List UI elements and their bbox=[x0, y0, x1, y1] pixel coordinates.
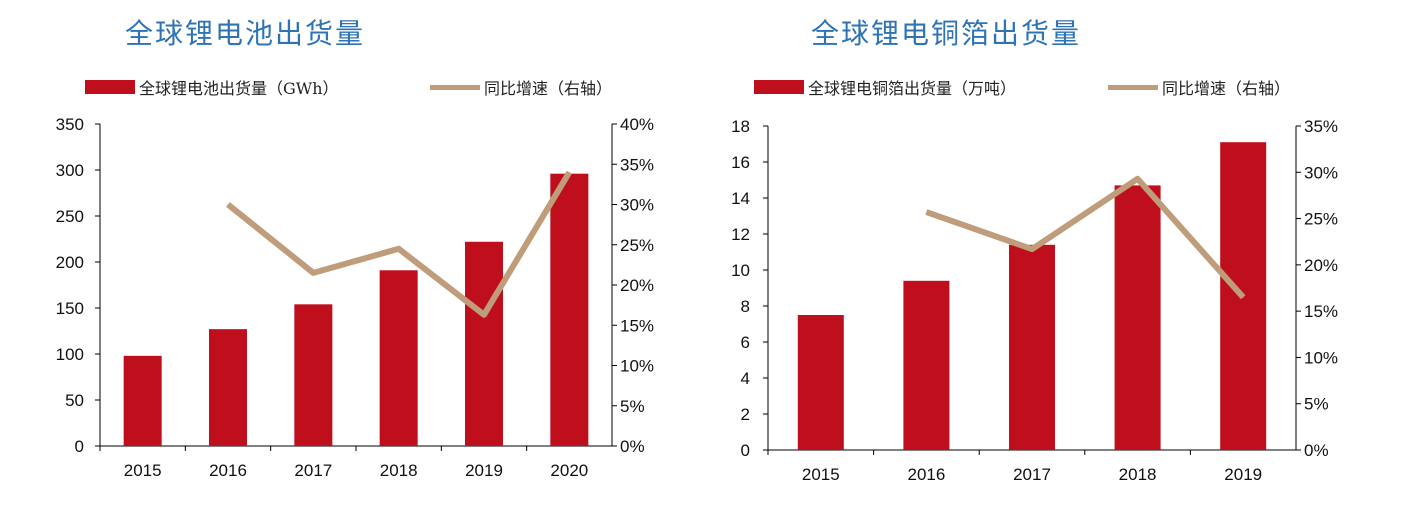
y-tick-label-left: 350 bbox=[56, 115, 84, 134]
y-tick-label-left: 14 bbox=[731, 189, 750, 208]
y-tick-label-left: 2 bbox=[741, 405, 750, 424]
x-tick-label: 2015 bbox=[124, 461, 162, 480]
x-tick-label: 2019 bbox=[1224, 465, 1262, 484]
growth-point bbox=[398, 248, 400, 250]
legend-swatch-bar bbox=[754, 80, 804, 94]
y-tick-label-right: 10% bbox=[1304, 348, 1338, 367]
y-tick-label-right: 30% bbox=[1304, 163, 1338, 182]
y-tick-label-right: 20% bbox=[1304, 256, 1338, 275]
growth-point bbox=[1031, 248, 1033, 250]
x-tick-label: 2016 bbox=[907, 465, 945, 484]
y-tick-label-left: 8 bbox=[741, 297, 750, 316]
x-tick-label: 2017 bbox=[294, 461, 332, 480]
y-tick-label-right: 40% bbox=[620, 115, 654, 134]
x-tick-label: 2017 bbox=[1013, 465, 1051, 484]
y-tick-label-left: 10 bbox=[731, 261, 750, 280]
growth-point bbox=[1242, 296, 1244, 298]
y-tick-label-right: 0% bbox=[1304, 441, 1329, 460]
chart-plot: 0 50 100 150 200 250 300 350 0% 5% 10% 15% 20% 25% 30%… bbox=[56, 115, 654, 480]
legend: 全球锂电铜箔出货量（万吨） 同比增速（右轴） bbox=[706, 74, 1406, 100]
x-tick-label: 2020 bbox=[550, 461, 588, 480]
growth-point bbox=[925, 211, 927, 213]
bar bbox=[903, 280, 950, 450]
y-tick-label-left: 250 bbox=[56, 207, 84, 226]
growth-point bbox=[227, 204, 229, 205]
chart-title: 全球锂电池出货量 bbox=[124, 17, 365, 50]
y-tick-label-left: 4 bbox=[741, 369, 750, 388]
legend-swatch-line bbox=[1108, 84, 1158, 90]
legend-item-bar: 全球锂电铜箔出货量（万吨） bbox=[754, 74, 1016, 100]
bar bbox=[1114, 185, 1161, 450]
y-tick-label-right: 25% bbox=[1304, 210, 1338, 229]
y-tick-label-left: 300 bbox=[56, 161, 84, 180]
bar bbox=[294, 304, 333, 446]
y-tick-label-right: 10% bbox=[620, 357, 654, 376]
chart-panel-battery: 全球锂电池出货量 全球锂电池出货量（GWh） 同比增速（右轴） 0 50 100 15… bbox=[0, 0, 700, 506]
chart-plot: 0 2 4 6 8 10 12 14 16 18 0% 5% 10% 15% 20% 25% 30% 35% 201… bbox=[731, 117, 1338, 484]
y-tick-label-right: 25% bbox=[620, 236, 654, 255]
chart-title: 全球锂电铜箔出货量 bbox=[810, 17, 1081, 50]
legend-label-bar: 全球锂电池出货量（GWh） bbox=[139, 79, 339, 98]
legend-item-line: 同比增速（右轴） bbox=[430, 74, 612, 100]
legend-label-line: 同比增速（右轴） bbox=[484, 79, 613, 98]
y-tick-label-left: 200 bbox=[56, 253, 84, 272]
y-tick-label-left: 100 bbox=[56, 345, 84, 364]
bar bbox=[123, 355, 162, 446]
x-tick-label: 2015 bbox=[802, 465, 840, 484]
bar bbox=[465, 241, 503, 446]
legend-swatch-bar bbox=[85, 80, 135, 94]
y-tick-label-right: 35% bbox=[1304, 117, 1338, 136]
y-tick-label-left: 50 bbox=[65, 391, 84, 410]
y-tick-label-right: 20% bbox=[620, 276, 654, 295]
bar bbox=[550, 173, 589, 446]
y-tick-label-right: 15% bbox=[620, 316, 654, 335]
y-tick-label-right: 5% bbox=[620, 397, 645, 416]
growth-line bbox=[925, 175, 1246, 300]
growth-point bbox=[1137, 178, 1139, 180]
bar bbox=[797, 315, 844, 450]
bar bbox=[379, 270, 418, 446]
legend: 全球锂电池出货量（GWh） 同比增速（右轴） bbox=[0, 74, 700, 100]
legend-item-line: 同比增速（右轴） bbox=[1108, 74, 1290, 100]
growth-point bbox=[483, 314, 485, 316]
legend-label-line: 同比增速（右轴） bbox=[1162, 79, 1291, 98]
x-tick-label: 2019 bbox=[465, 461, 503, 480]
legend-item-bar: 全球锂电池出货量（GWh） bbox=[85, 74, 339, 100]
x-tick-label: 2018 bbox=[1119, 465, 1157, 484]
legend-label-bar: 全球锂电铜箔出货量（万吨） bbox=[808, 79, 1017, 98]
growth-point bbox=[568, 171, 570, 173]
y-tick-label-right: 0% bbox=[620, 437, 645, 456]
chart-panel-copper-foil: 全球锂电铜箔出货量 全球锂电铜箔出货量（万吨） 同比增速（右轴） 0 2 4 6 8 10… bbox=[706, 0, 1406, 506]
growth-point bbox=[312, 272, 314, 274]
y-tick-label-left: 0 bbox=[741, 441, 750, 460]
y-tick-label-right: 30% bbox=[620, 196, 654, 215]
y-tick-label-right: 15% bbox=[1304, 302, 1338, 321]
y-tick-label-right: 35% bbox=[620, 155, 654, 174]
x-tick-label: 2018 bbox=[380, 461, 418, 480]
y-tick-label-left: 16 bbox=[731, 153, 750, 172]
legend-swatch-line bbox=[430, 84, 480, 90]
y-tick-label-left: 150 bbox=[56, 299, 84, 318]
y-tick-label-left: 0 bbox=[75, 437, 84, 456]
bar bbox=[1009, 244, 1055, 450]
y-tick-label-left: 12 bbox=[731, 225, 750, 244]
bar bbox=[209, 329, 247, 446]
y-tick-label-left: 6 bbox=[741, 333, 750, 352]
x-tick-label: 2016 bbox=[209, 461, 247, 480]
y-tick-label-right: 5% bbox=[1304, 395, 1329, 414]
y-tick-label-left: 18 bbox=[731, 117, 750, 136]
